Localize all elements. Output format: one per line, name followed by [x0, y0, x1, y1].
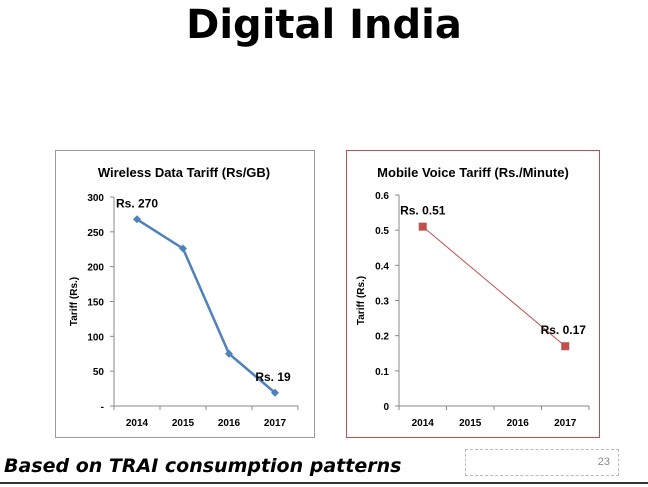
x-tick-label: 2017 — [264, 418, 287, 429]
x-tick-label: 2016 — [507, 418, 530, 429]
data-point — [271, 388, 279, 397]
data-point — [179, 244, 187, 253]
y-tick-label: 250 — [87, 228, 104, 239]
chart-wireless-data-tariff: Wireless Data Tariff (Rs/GB) - 50 100 150 200… — [55, 150, 315, 438]
data-point — [133, 215, 141, 224]
y-tick-label: 50 — [93, 367, 105, 378]
y-axis-label: Tariff (Rs.) — [69, 277, 80, 326]
y-tick-label: 0.2 — [375, 332, 389, 343]
series-line — [422, 226, 566, 347]
y-tick-label: 200 — [87, 263, 104, 274]
y-tick-label: 0.6 — [375, 191, 389, 202]
x-tick-label: 2014 — [126, 418, 149, 429]
y-tick-label: 0.1 — [375, 367, 389, 378]
data-label: Rs. 0.17 — [541, 323, 587, 337]
y-axis-label: Tariff (Rs.) — [356, 276, 367, 325]
y-tick-label: 0.5 — [375, 226, 389, 237]
y-tick-label: 0.3 — [375, 297, 389, 308]
x-tick-label: 2015 — [172, 418, 195, 429]
y-tick-label: - — [101, 402, 104, 413]
x-tick-label: 2014 — [412, 418, 435, 429]
chart-title: Wireless Data Tariff (Rs/GB) — [98, 165, 270, 180]
slide-title: Digital India — [186, 2, 462, 48]
y-tick-label: 100 — [87, 332, 104, 343]
chart-mobile-voice-tariff: Mobile Voice Tariff (Rs./Minute) 0 0.1 0.2 0… — [346, 150, 600, 438]
y-tick-label: 0.4 — [375, 261, 389, 272]
chart-title: Mobile Voice Tariff (Rs./Minute) — [377, 165, 569, 180]
data-point — [225, 349, 233, 358]
footer-text: Based on TRAI consumption patterns — [4, 455, 402, 477]
y-tick-label: 150 — [87, 298, 104, 309]
y-tick-label: 0 — [383, 402, 389, 413]
data-label: Rs. 270 — [116, 196, 158, 210]
x-tick-label: 2016 — [218, 418, 241, 429]
data-point — [561, 342, 570, 351]
footer-rule — [0, 482, 648, 484]
x-tick-label: 2017 — [554, 418, 577, 429]
x-tick-label: 2015 — [459, 418, 482, 429]
series-line — [136, 218, 276, 394]
page-number: 23 — [597, 456, 610, 468]
data-point — [418, 222, 427, 231]
data-label: Rs. 19 — [255, 370, 291, 384]
data-label: Rs. 0.51 — [400, 204, 446, 218]
y-tick-label: 300 — [87, 193, 104, 204]
page-number-box: 23 — [465, 449, 619, 476]
